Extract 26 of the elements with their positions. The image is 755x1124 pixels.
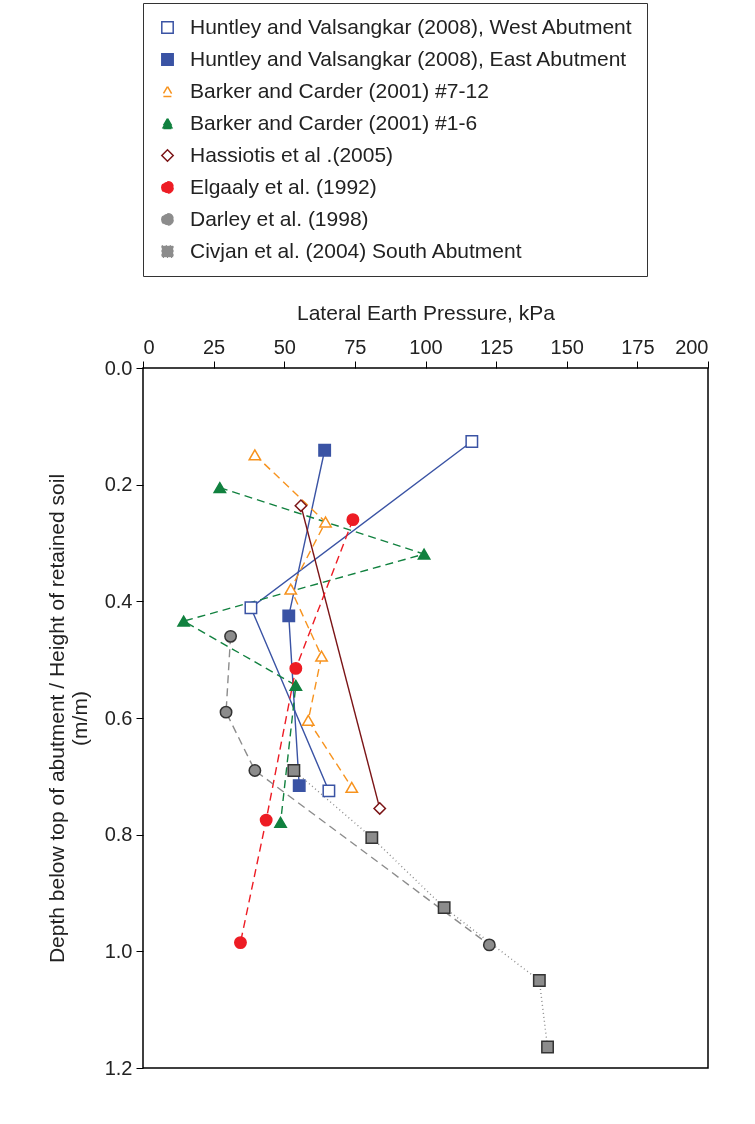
x-tick-label: 175 [621, 335, 655, 358]
legend-label: Civjan et al. (2004) South Abutment [190, 238, 522, 262]
y-tick-label: 0.6 [104, 706, 133, 729]
y-axis-title: Depth below top of abutment / Height of retained soil (m/m) [44, 473, 91, 964]
x-tick-label: 75 [344, 335, 367, 358]
legend-label: Elgaaly et al. (1992) [190, 174, 377, 198]
x-tick-label: 125 [479, 335, 514, 358]
y-tick-label: 0.8 [104, 823, 133, 846]
x-tick-label: 0 [143, 335, 155, 358]
x-tick-label: 100 [409, 335, 443, 358]
x-tick-label: 25 [203, 335, 226, 358]
legend-label: Barker and Carder (2001) #7-12 [190, 78, 489, 102]
y-tick-label: 0.0 [104, 356, 133, 379]
y-tick-label: 0.4 [104, 589, 133, 612]
legend-label: Huntley and Valsangkar (2008), East Abutment [190, 46, 627, 70]
x-tick-label: 150 [550, 335, 584, 358]
legend-label: Hassiotis et al .(2005) [190, 142, 394, 166]
y-tick-label: 0.2 [104, 473, 133, 496]
legend-label: Huntley and Valsangkar (2008), West Abutment [190, 14, 632, 38]
y-tick-label: 1.2 [104, 1056, 133, 1079]
legend-label: Darley et al. (1998) [190, 206, 369, 230]
x-tick-label: 50 [273, 335, 296, 358]
x-tick-label: 200 [675, 335, 709, 358]
x-axis-title: Lateral Earth Pressure, kPa [297, 300, 556, 324]
y-tick-label: 1.0 [104, 939, 133, 962]
legend-label: Barker and Carder (2001) #1-6 [190, 110, 478, 134]
